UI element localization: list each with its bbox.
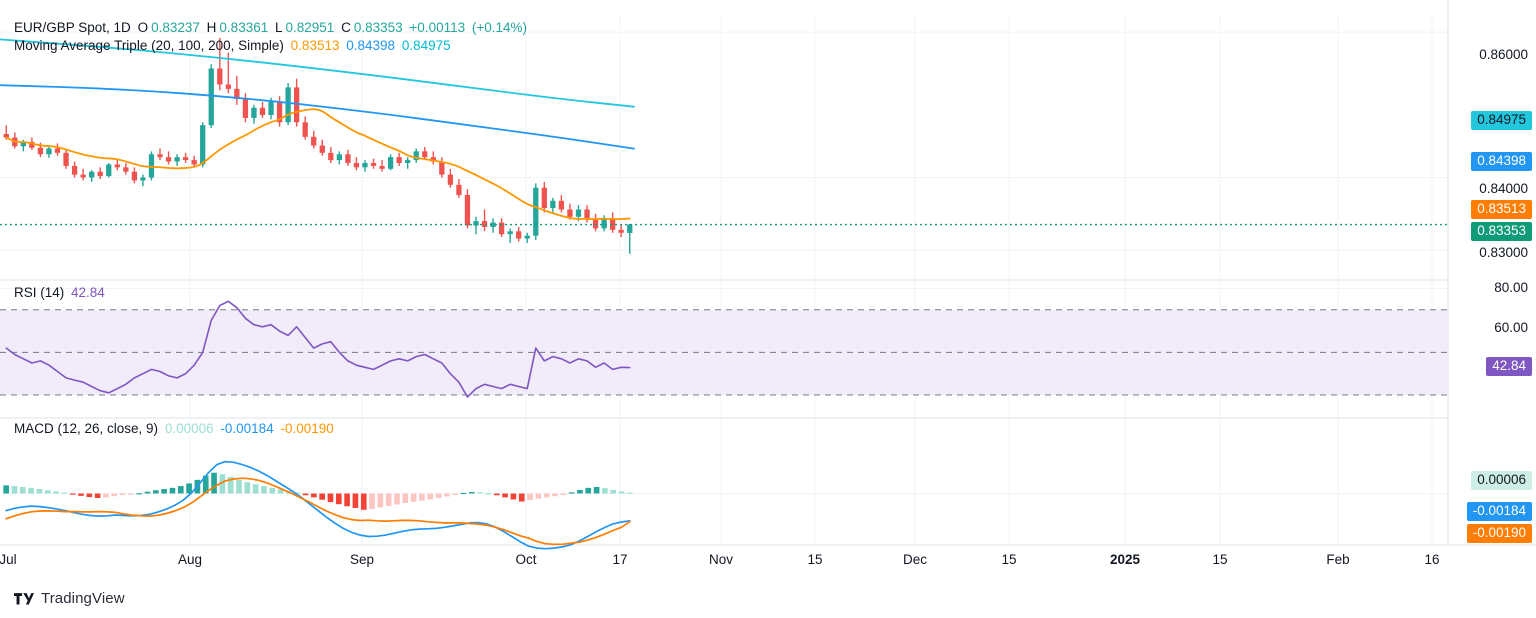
ma200-price-badge[interactable]: 0.84975 — [1471, 111, 1532, 130]
tradingview-mark-icon — [14, 592, 34, 605]
open-label: O — [137, 20, 149, 35]
ma200-value: 0.84975 — [401, 38, 451, 53]
price-tick-084: 0.84000 — [1479, 181, 1528, 196]
rsi-tick-60: 60.00 — [1494, 320, 1528, 335]
macd-signal-badge[interactable]: -0.00190 — [1466, 524, 1532, 543]
time-label-16: 16 — [1424, 552, 1440, 567]
low-value: 0.82951 — [285, 20, 335, 35]
macd-hist-value: 0.00006 — [164, 421, 214, 436]
time-label-nov: Nov — [708, 552, 734, 567]
rsi-legend[interactable]: RSI (14) 42.84 — [14, 285, 108, 301]
time-label-oct: Oct — [515, 552, 537, 567]
time-label-sep: Sep — [349, 552, 375, 567]
macd-line-value: -0.00184 — [220, 421, 274, 436]
price-legend[interactable]: EUR/GBP Spot, 1D O 0.83237 H 0.83361 L 0.82… — [14, 20, 530, 36]
moving-average-legend[interactable]: Moving Average Triple (20, 100, 200, Sim… — [14, 38, 454, 54]
time-label-17: 17 — [612, 552, 628, 567]
last-price-badge[interactable]: 0.83353 — [1471, 222, 1532, 241]
rsi-value-badge[interactable]: 42.84 — [1486, 357, 1532, 376]
time-label-dec: Dec — [902, 552, 928, 567]
low-label: L — [275, 20, 283, 35]
rsi-value: 42.84 — [71, 285, 105, 300]
macd-line-badge[interactable]: -0.00184 — [1466, 502, 1532, 521]
change-value: +0.00113 — [409, 20, 466, 35]
rsi-title: RSI (14) — [14, 285, 65, 300]
close-value: 0.83353 — [353, 20, 403, 35]
price-tick-083: 0.83000 — [1479, 245, 1528, 260]
macd-legend[interactable]: MACD (12, 26, close, 9) 0.00006 -0.00184… — [14, 421, 337, 437]
time-label-aug: Aug — [177, 552, 203, 567]
macd-title: MACD (12, 26, close, 9) — [14, 421, 159, 436]
high-value: 0.83361 — [219, 20, 269, 35]
rsi-tick-80: 80.00 — [1494, 280, 1528, 295]
time-label-2025: 2025 — [1109, 552, 1141, 567]
ma100-price-badge[interactable]: 0.84398 — [1471, 152, 1532, 171]
price-tick-086: 0.86000 — [1479, 47, 1528, 62]
symbol-label[interactable]: EUR/GBP Spot, 1D — [14, 20, 131, 35]
ma-title: Moving Average Triple (20, 100, 200, Sim… — [14, 38, 284, 53]
ma20-price-badge[interactable]: 0.83513 — [1471, 200, 1532, 219]
time-label-15: 15 — [807, 552, 823, 567]
tradingview-wordmark: TradingView — [41, 590, 125, 607]
open-value: 0.83237 — [151, 20, 200, 35]
time-label-jul: Jul — [0, 552, 17, 567]
ma20-value: 0.83513 — [290, 38, 340, 53]
macd-hist-badge[interactable]: 0.00006 — [1471, 471, 1532, 490]
time-label-15: 15 — [1001, 552, 1017, 567]
time-label-15: 15 — [1212, 552, 1228, 567]
macd-signal-value: -0.00190 — [280, 421, 334, 436]
ma100-value: 0.84398 — [346, 38, 396, 53]
change-percent: (+0.14%) — [471, 20, 528, 35]
tradingview-logo: TradingView — [14, 590, 125, 607]
time-label-feb: Feb — [1326, 552, 1350, 567]
close-label: C — [341, 20, 351, 35]
high-label: H — [206, 20, 217, 35]
